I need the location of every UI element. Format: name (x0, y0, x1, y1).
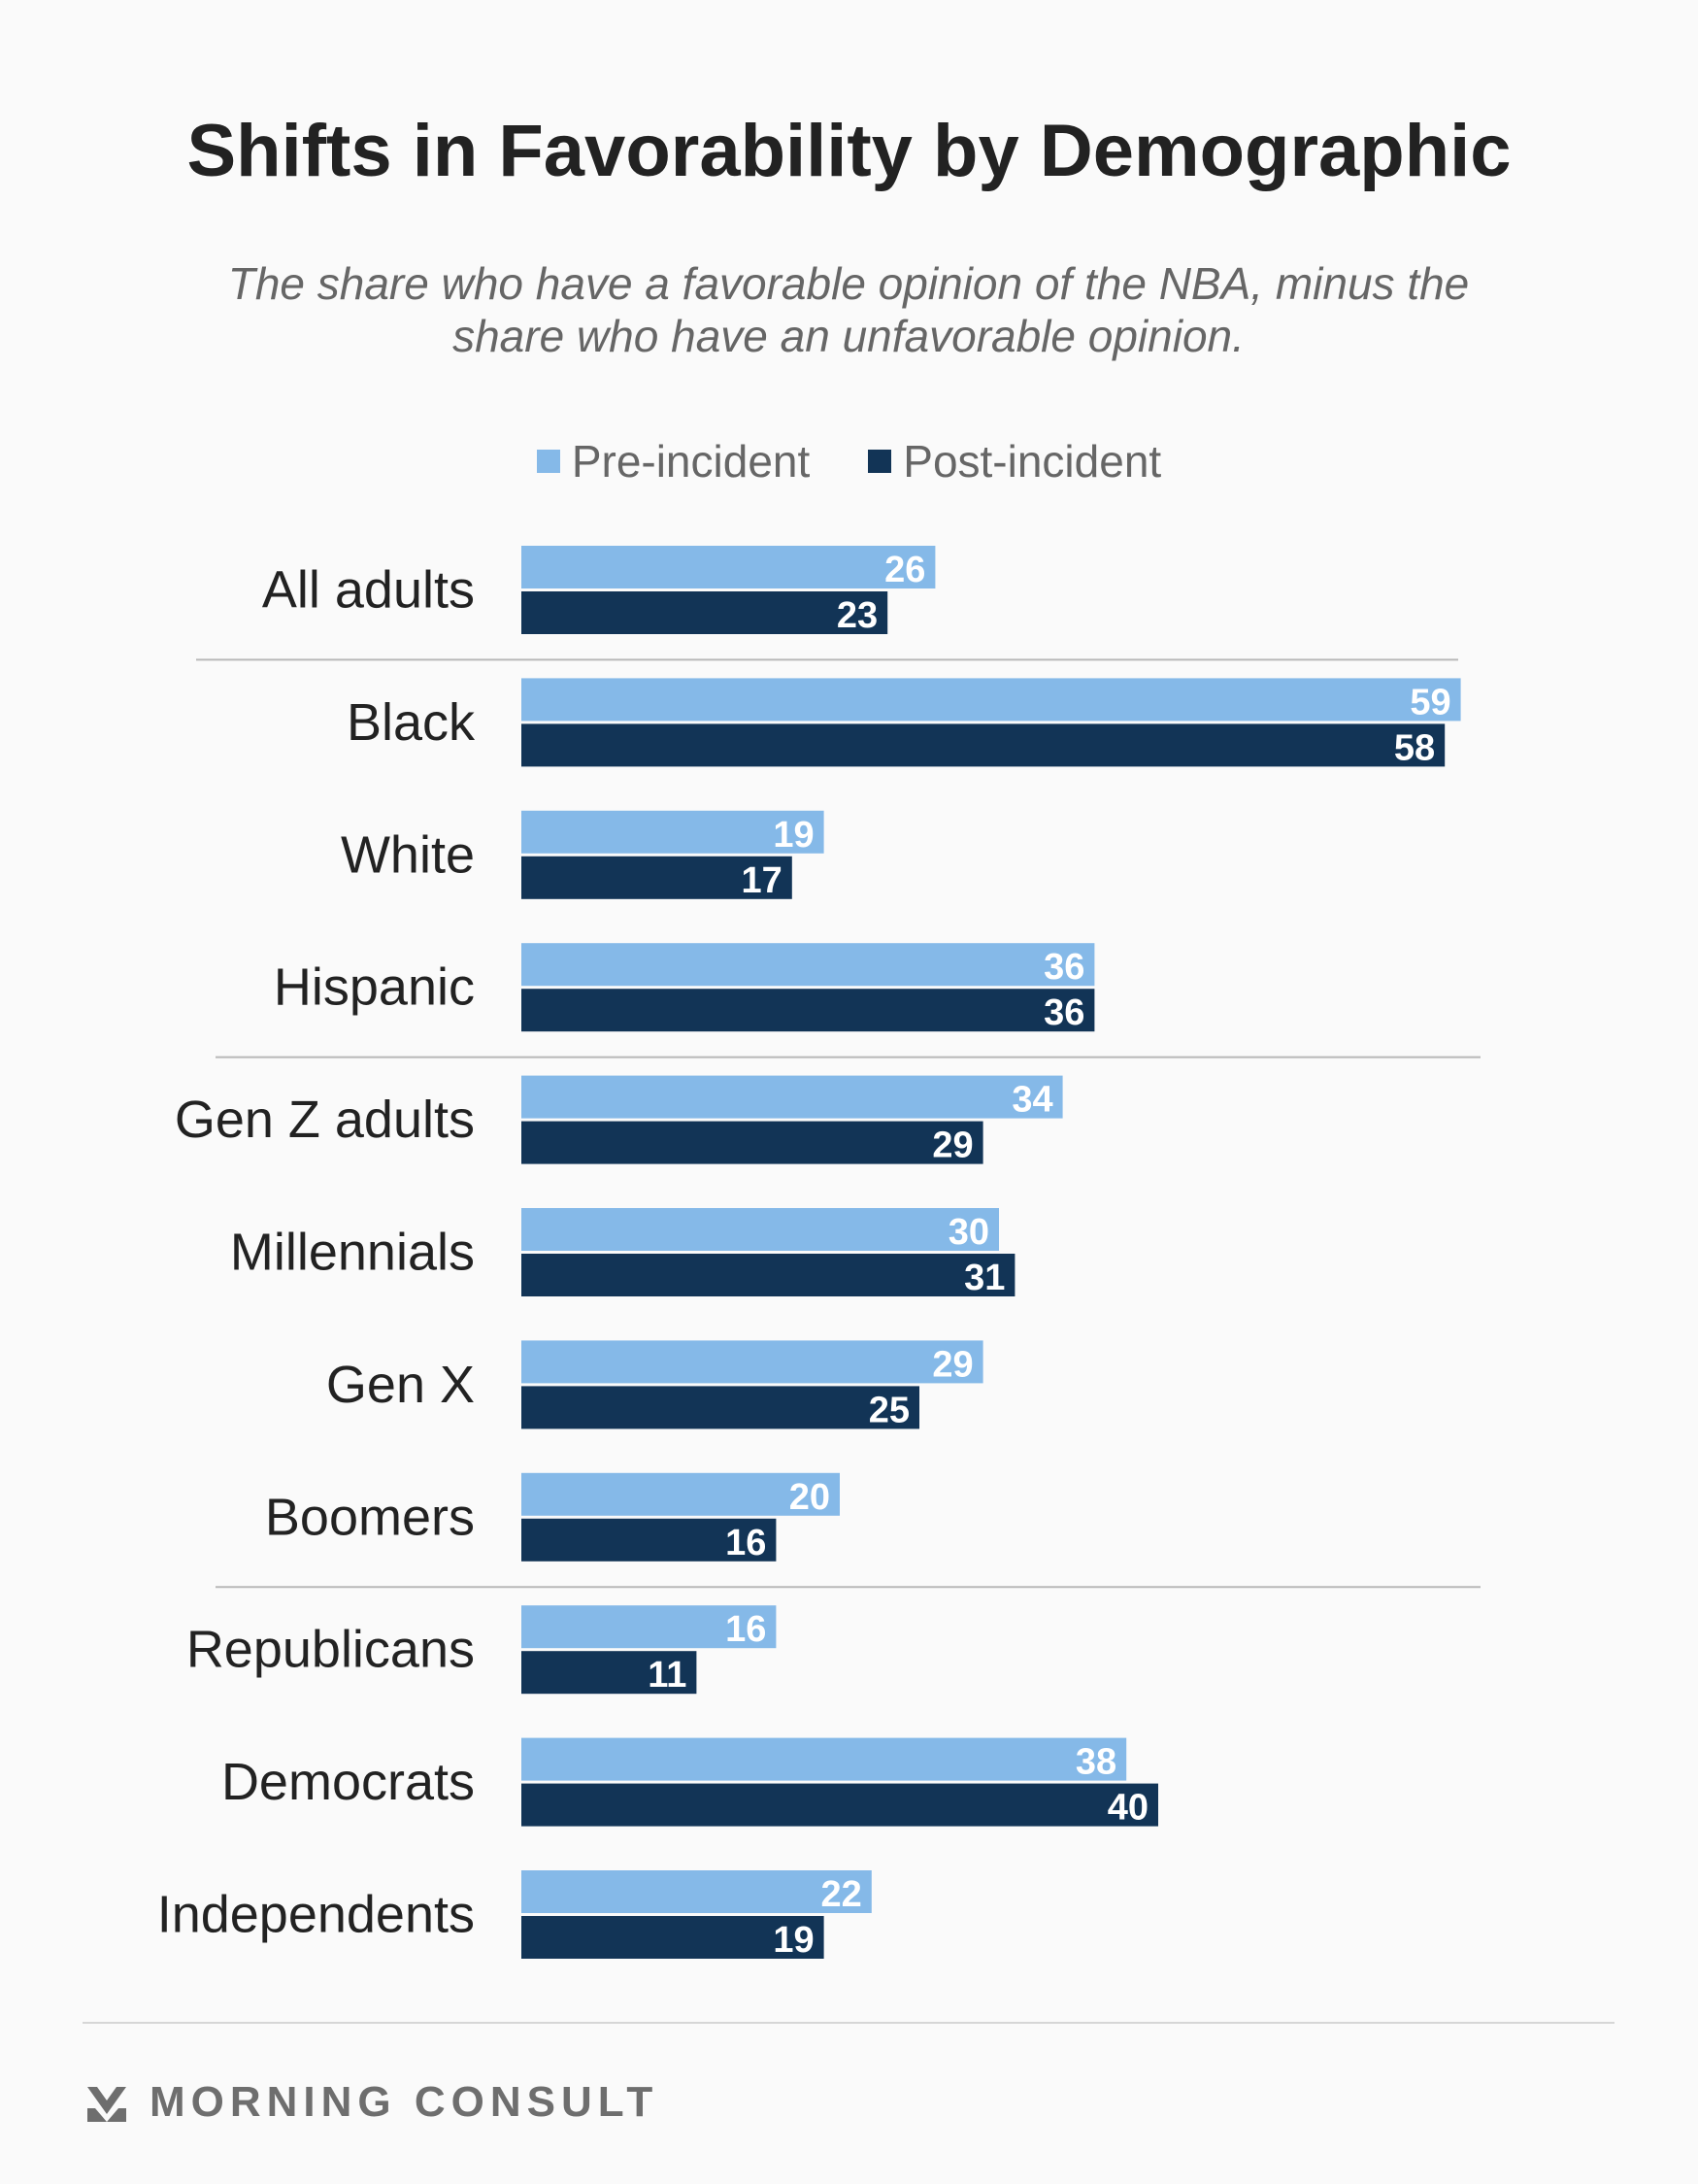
bar-post-incident-gen-x (521, 1386, 919, 1429)
bar-pre-incident-gen-z-adults (521, 1075, 1063, 1119)
footer-divider (83, 2022, 1615, 2024)
bar-pre-incident-white (521, 810, 824, 854)
category-label-democrats: Democrats (221, 1753, 475, 1811)
legend-swatch-post-incident (868, 450, 892, 473)
data-label-pre-incident-hispanic: 36 (1044, 947, 1084, 988)
bar-post-incident-black (521, 723, 1446, 767)
data-label-pre-incident-all-adults: 26 (884, 550, 925, 590)
chart-subtitle: The share who have a favorable opinion o… (227, 258, 1470, 361)
bar-pre-incident-millennials (521, 1208, 999, 1251)
legend-item-pre-incident: Pre-incident (536, 435, 811, 487)
bar-pre-incident-democrats (521, 1737, 1127, 1781)
chart-title: Shifts in Favorability by Demographic (186, 110, 1512, 192)
legend-item-post-incident: Post-incident (868, 435, 1161, 487)
footer-brand: MORNING CONSULT (85, 2078, 658, 2127)
bar-post-incident-republicans (521, 1651, 697, 1695)
data-label-pre-incident-millennials: 30 (949, 1212, 989, 1253)
data-label-pre-incident-republicans: 16 (725, 1609, 766, 1650)
category-label-republicans: Republicans (186, 1621, 475, 1679)
category-label-gen-x: Gen X (326, 1356, 475, 1414)
data-label-post-incident-democrats: 40 (1108, 1788, 1149, 1829)
data-label-pre-incident-gen-x: 29 (932, 1344, 973, 1385)
data-label-pre-incident-white: 19 (773, 815, 814, 856)
data-label-post-incident-boomers: 16 (725, 1523, 766, 1563)
data-label-post-incident-gen-x: 25 (869, 1390, 910, 1430)
legend-label-post-incident: Post-incident (903, 436, 1162, 487)
bar-post-incident-boomers (521, 1518, 777, 1562)
data-label-pre-incident-gen-z-adults: 34 (1012, 1080, 1052, 1121)
data-label-post-incident-white: 17 (742, 860, 782, 901)
category-label-boomers: Boomers (265, 1488, 475, 1546)
category-label-white: White (341, 825, 475, 884)
data-label-pre-incident-democrats: 38 (1076, 1742, 1116, 1783)
bar-post-incident-white (521, 856, 792, 899)
data-label-post-incident-all-adults: 23 (837, 595, 878, 636)
bar-post-incident-millennials (521, 1254, 1015, 1296)
bar-post-incident-hispanic (521, 989, 1095, 1032)
data-label-pre-incident-black: 59 (1410, 682, 1450, 722)
morning-consult-logo-icon (87, 2087, 126, 2122)
data-label-post-incident-gen-z-adults: 29 (932, 1126, 973, 1166)
chart-legend: Pre-incident Post-incident (0, 435, 1698, 487)
category-label-black: Black (347, 693, 476, 752)
bar-pre-incident-boomers (521, 1472, 840, 1516)
bar-post-incident-all-adults (521, 591, 888, 634)
legend-label-pre-incident: Pre-incident (571, 436, 811, 487)
category-label-hispanic: Hispanic (274, 958, 475, 1017)
bar-pre-incident-independents (521, 1870, 872, 1913)
data-label-pre-incident-boomers: 20 (789, 1477, 830, 1518)
bar-pre-incident-hispanic (521, 943, 1095, 987)
bar-post-incident-gen-z-adults (521, 1121, 983, 1164)
category-label-independents: Independents (157, 1886, 475, 1944)
legend-swatch-pre-incident (536, 450, 560, 473)
data-label-pre-incident-independents: 22 (821, 1874, 862, 1915)
bar-post-incident-democrats (521, 1783, 1158, 1827)
bar-post-incident-independents (521, 1916, 824, 1959)
bar-pre-incident-all-adults (521, 546, 936, 588)
brand-name: MORNING CONSULT (150, 2078, 659, 2126)
bar-pre-incident-gen-x (521, 1340, 983, 1384)
data-label-post-incident-millennials: 31 (964, 1258, 1005, 1298)
bar-pre-incident-black (521, 678, 1461, 722)
bar-pre-incident-republicans (521, 1605, 777, 1649)
data-label-post-incident-independents: 19 (773, 1920, 814, 1961)
category-label-all-adults: All adults (262, 561, 475, 620)
data-label-post-incident-hispanic: 36 (1044, 992, 1084, 1033)
category-label-millennials: Millennials (230, 1224, 475, 1282)
category-label-gen-z-adults: Gen Z adults (175, 1091, 475, 1149)
data-label-post-incident-republicans: 11 (648, 1655, 686, 1696)
data-label-post-incident-black: 58 (1394, 727, 1435, 768)
